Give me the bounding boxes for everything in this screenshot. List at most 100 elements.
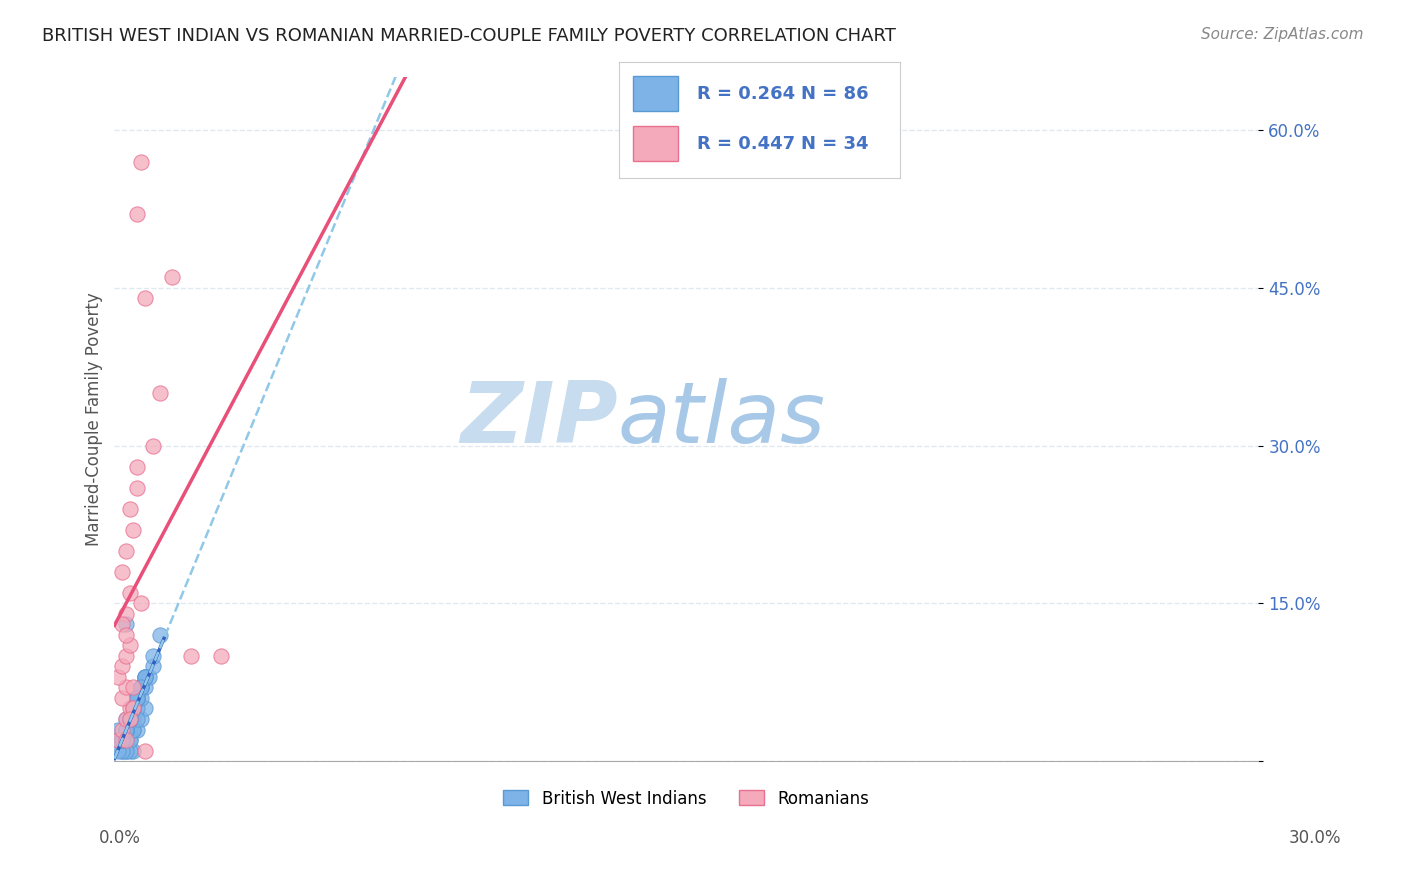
Text: BRITISH WEST INDIAN VS ROMANIAN MARRIED-COUPLE FAMILY POVERTY CORRELATION CHART: BRITISH WEST INDIAN VS ROMANIAN MARRIED-…	[42, 27, 896, 45]
Point	[111, 733, 134, 747]
Point	[115, 543, 138, 558]
Point	[141, 438, 163, 452]
Point	[115, 723, 138, 737]
Point	[115, 723, 138, 737]
Point	[118, 723, 141, 737]
Point	[118, 712, 141, 726]
Point	[118, 712, 141, 726]
Point	[122, 701, 145, 715]
Point	[122, 701, 145, 715]
Point	[180, 648, 202, 663]
Point	[111, 733, 134, 747]
Point	[115, 723, 138, 737]
Point	[118, 733, 141, 747]
Point	[129, 681, 152, 695]
Point	[134, 743, 156, 757]
Point	[118, 701, 141, 715]
Point	[118, 712, 141, 726]
Point	[111, 617, 134, 632]
Point	[118, 639, 141, 653]
Text: R = 0.447: R = 0.447	[697, 135, 796, 153]
Point	[111, 565, 134, 579]
Point	[115, 723, 138, 737]
Point	[115, 723, 138, 737]
Point	[122, 701, 145, 715]
Point	[111, 659, 134, 673]
Point	[122, 701, 145, 715]
Point	[127, 723, 149, 737]
Text: R = 0.264: R = 0.264	[697, 85, 796, 103]
Point	[129, 712, 152, 726]
Point	[118, 743, 141, 757]
Point	[127, 690, 149, 705]
Point	[115, 723, 138, 737]
Point	[115, 733, 138, 747]
Point	[134, 670, 156, 684]
Text: atlas: atlas	[617, 377, 825, 461]
Point	[111, 733, 134, 747]
Point	[115, 733, 138, 747]
Text: Source: ZipAtlas.com: Source: ZipAtlas.com	[1201, 27, 1364, 42]
Point	[122, 701, 145, 715]
Point	[127, 690, 149, 705]
Point	[134, 670, 156, 684]
Point	[141, 648, 163, 663]
Point	[111, 733, 134, 747]
Point	[122, 701, 145, 715]
Text: 30.0%: 30.0%	[1288, 829, 1341, 847]
Point	[115, 723, 138, 737]
Point	[115, 648, 138, 663]
Point	[118, 586, 141, 600]
Point	[115, 733, 138, 747]
Point	[122, 701, 145, 715]
Point	[127, 690, 149, 705]
Point	[134, 670, 156, 684]
Point	[122, 723, 145, 737]
Point	[111, 743, 134, 757]
Point	[127, 481, 149, 495]
Point	[111, 733, 134, 747]
Point	[118, 712, 141, 726]
Point	[149, 628, 172, 642]
Point	[129, 596, 152, 610]
Point	[129, 690, 152, 705]
Point	[115, 617, 138, 632]
Legend: British West Indians, Romanians: British West Indians, Romanians	[496, 783, 876, 814]
Point	[115, 607, 138, 621]
Point	[111, 733, 134, 747]
Point	[141, 659, 163, 673]
Point	[111, 733, 134, 747]
Text: N = 34: N = 34	[801, 135, 869, 153]
Point	[129, 681, 152, 695]
Point	[127, 690, 149, 705]
Point	[115, 723, 138, 737]
Point	[122, 681, 145, 695]
Point	[111, 723, 134, 737]
Point	[122, 743, 145, 757]
Point	[129, 681, 152, 695]
Point	[127, 459, 149, 474]
Point	[107, 743, 129, 757]
Point	[134, 291, 156, 305]
Point	[115, 733, 138, 747]
Point	[127, 701, 149, 715]
Point	[111, 743, 134, 757]
Point	[118, 733, 141, 747]
Point	[122, 701, 145, 715]
Point	[115, 723, 138, 737]
Point	[127, 690, 149, 705]
Bar	[633, 77, 678, 112]
Point	[115, 743, 138, 757]
Point	[129, 681, 152, 695]
Point	[127, 690, 149, 705]
Point	[118, 712, 141, 726]
Text: ZIP: ZIP	[460, 377, 617, 461]
Point	[122, 723, 145, 737]
Bar	[633, 126, 678, 161]
Point	[111, 733, 134, 747]
Point	[118, 712, 141, 726]
Point	[107, 733, 129, 747]
Point	[115, 723, 138, 737]
Point	[127, 712, 149, 726]
Point	[118, 501, 141, 516]
